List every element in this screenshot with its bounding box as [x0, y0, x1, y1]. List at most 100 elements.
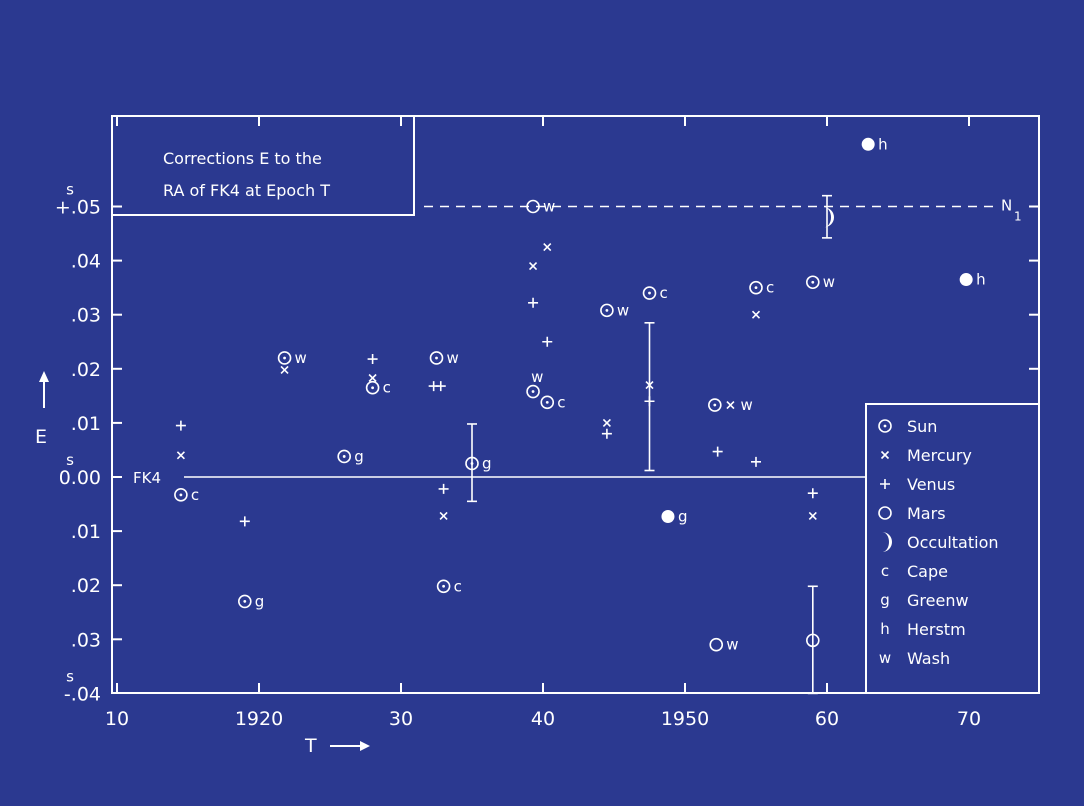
data-point-mars — [805, 585, 820, 695]
observatory-label: w — [726, 636, 738, 654]
legend-item: Mars — [878, 504, 946, 523]
data-point-sun: c — [540, 393, 566, 411]
observatory-label: w — [543, 198, 555, 216]
legend-label: Cape — [907, 562, 948, 581]
y-tick-label: .02 — [71, 575, 101, 597]
observatory-label: w — [295, 349, 307, 367]
data-point-mercury — [808, 511, 817, 521]
data-point-sun: c — [749, 279, 774, 297]
y-tick-unit-label: s — [66, 451, 74, 469]
x-tick-label: 1950 — [661, 708, 709, 730]
y-tick-label: .03 — [71, 305, 101, 327]
legend-item: c Cape — [881, 562, 948, 581]
y-tick-label: .02 — [71, 359, 101, 381]
legend-symbol-label: h — [880, 620, 890, 638]
observatory-label: c — [454, 577, 462, 595]
legend-label: Mercury — [907, 446, 972, 465]
y-tick-label: +.05 — [55, 197, 101, 219]
x-tick-label: 10 — [105, 708, 129, 730]
observatory-label: w — [447, 349, 459, 367]
data-point-venus — [751, 456, 761, 467]
data-point-sun — [526, 384, 540, 399]
observatory-label: g — [255, 592, 265, 610]
data-point-mercury — [439, 511, 448, 521]
legend-item: Occultation — [882, 532, 999, 552]
observatory-label: c — [383, 379, 391, 397]
x-axis-arrow-icon — [330, 741, 370, 751]
legend-label: Venus — [907, 475, 955, 494]
x-tick-label: 70 — [957, 708, 981, 730]
observatory-label: c — [191, 486, 199, 504]
data-point-mercury — [176, 451, 185, 460]
data-point-venus — [367, 354, 378, 365]
data-point-occultation — [822, 194, 834, 239]
data-point-sun: w — [805, 273, 835, 291]
data-point-sun: c — [436, 577, 462, 595]
data-point-mercury — [751, 310, 761, 319]
data-point-sun: g — [238, 592, 265, 610]
data-point-venus — [175, 420, 186, 431]
x-tick-label: 1920 — [235, 708, 283, 730]
data-point-sun: w — [429, 349, 459, 367]
data-point-mercury — [602, 418, 611, 427]
data-point-venus — [644, 322, 655, 472]
legend-item: Venus — [880, 475, 955, 494]
legend-item: h Herstm — [880, 620, 965, 639]
observatory-label: c — [766, 279, 774, 297]
observatory-label: c — [557, 393, 565, 411]
legend-item: g Greenw — [880, 591, 968, 610]
observatory-label: w — [740, 396, 752, 414]
y-tick-label: -.04 — [64, 683, 101, 705]
legend-item: w Wash — [879, 649, 950, 668]
legend-symbol-label: w — [879, 649, 891, 667]
data-point-sun: w — [277, 349, 307, 367]
data-point-sun: g — [337, 447, 364, 465]
observatory-label: w — [531, 368, 543, 386]
data-point-venus — [239, 516, 250, 527]
observatory-label: g — [354, 447, 364, 465]
data-point-sun: c — [174, 486, 199, 504]
observatory-label: g — [678, 507, 688, 525]
data-point-filled: g — [661, 507, 687, 525]
title-box-frame — [111, 115, 415, 216]
data-point-mercury: w — [726, 396, 753, 414]
observatory-label: w — [823, 273, 835, 291]
data-point-mercury — [280, 365, 289, 374]
y-axis-label-group: E — [35, 371, 49, 448]
data-point-venus — [807, 488, 818, 499]
y-tick-label: .01 — [71, 413, 101, 435]
data-point-sun: g — [465, 423, 492, 503]
legend-frame — [865, 403, 1040, 694]
data-point-sun: c — [642, 284, 668, 302]
legend-label: Sun — [907, 417, 937, 436]
axis-ticks: 10 1920 30 40 1950 60 70+.05s.04.03.02.010.00s… — [55, 116, 1039, 730]
data-point-venus — [528, 297, 539, 308]
data-point-sun: w — [600, 301, 629, 319]
legend-symbol-label: g — [880, 591, 890, 609]
data-point-venus — [438, 483, 449, 494]
y-tick-unit-label: s — [66, 667, 74, 685]
observatory-label: h — [976, 271, 986, 289]
observatory-label: w — [617, 301, 629, 319]
data-point-filled: h — [959, 271, 986, 289]
reference-lines: FK4 N1 — [133, 197, 1022, 488]
legend-label: Greenw — [907, 591, 969, 610]
legend-label: Occultation — [907, 533, 999, 552]
data-point-observatory-label: w — [531, 368, 543, 386]
legend-item: Sun — [878, 417, 937, 436]
data-point-mars: w — [709, 636, 739, 654]
data-point-sun — [708, 398, 722, 412]
chart-title-line-2: RA of FK4 at Epoch T — [163, 181, 330, 200]
y-tick-unit-label: s — [66, 181, 74, 199]
legend-label: Herstm — [907, 620, 966, 639]
x-axis-label-group: T — [304, 735, 370, 757]
observatory-label: c — [660, 284, 668, 302]
legend-symbol-label: c — [881, 562, 889, 580]
observatory-label: h — [878, 135, 888, 153]
y-tick-label: .01 — [71, 521, 101, 543]
y-tick-label: .04 — [71, 251, 101, 273]
x-axis-label: T — [304, 735, 317, 757]
